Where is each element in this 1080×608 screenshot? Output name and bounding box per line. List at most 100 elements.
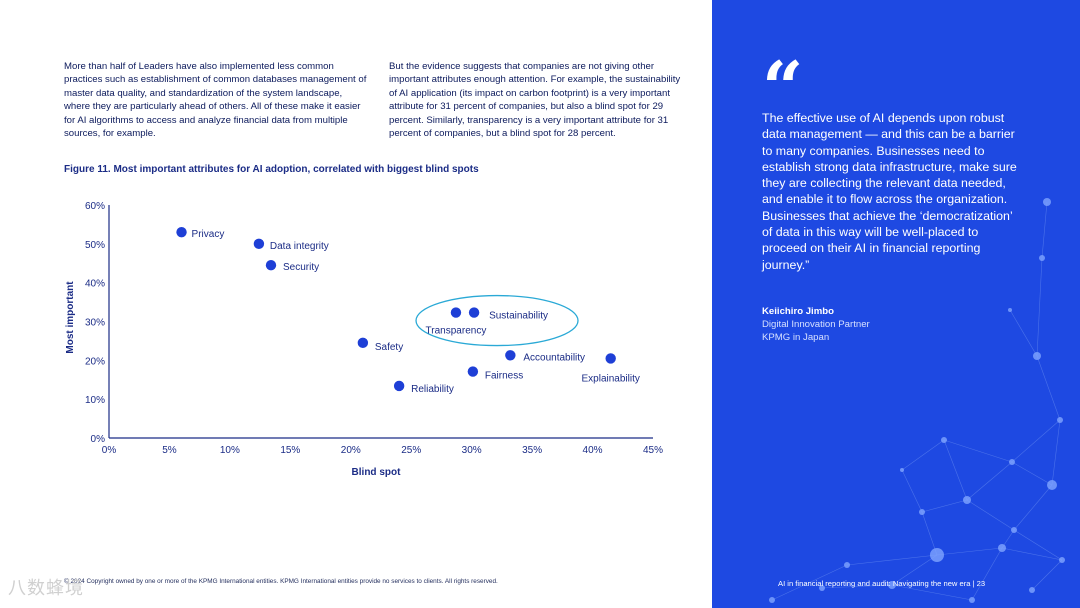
- data-point: [505, 350, 516, 361]
- data-point: [605, 353, 616, 364]
- network-edge: [1036, 355, 1061, 421]
- network-edge: [1031, 559, 1063, 591]
- network-edge: [936, 547, 1003, 556]
- figure-title: Figure 11. Most important attributes for…: [64, 164, 479, 175]
- network-node: [1011, 527, 1017, 533]
- copyright-footer: © 2024 Copyright owned by one or more of…: [64, 578, 498, 585]
- x-tick-label: 5%: [162, 445, 177, 456]
- network-edge: [891, 584, 973, 601]
- right-body-paragraph: But the evidence suggests that companies…: [389, 61, 681, 140]
- x-tick-label: 10%: [220, 445, 240, 456]
- network-edge: [966, 461, 1013, 501]
- x-tick-label: 25%: [401, 445, 421, 456]
- network-edge: [921, 499, 968, 513]
- quote-panel: “ The effective use of AI depends upon r…: [712, 0, 1080, 608]
- author-title: Digital Innovation Partner: [762, 318, 870, 330]
- data-point-label: Privacy: [192, 229, 225, 240]
- network-edge: [901, 469, 923, 513]
- data-point: [265, 259, 277, 271]
- network-node: [900, 468, 904, 472]
- network-node: [844, 562, 850, 568]
- network-node: [1008, 308, 1012, 312]
- data-point-label: Fairness: [485, 371, 523, 382]
- scatter-chart: 0% 5% 10% 15% 20% 25% 30% 35% 40% 45% 0% 10% 20% 30% 4…: [65, 201, 663, 478]
- x-tick-label: 15%: [280, 445, 300, 456]
- x-tick-label: 20%: [341, 445, 361, 456]
- y-axis-title: Most important: [65, 281, 76, 354]
- network-edge: [943, 439, 968, 501]
- data-point-label: Reliability: [411, 384, 454, 395]
- network-edge: [1051, 419, 1061, 486]
- network-edge: [943, 439, 1013, 463]
- network-edge: [846, 554, 938, 566]
- data-point: [393, 380, 405, 392]
- network-edge: [971, 547, 1003, 601]
- x-axis-title: Blind spot: [352, 467, 402, 478]
- data-point: [176, 226, 187, 238]
- y-tick-label: 30%: [85, 318, 105, 329]
- network-edge: [1036, 257, 1043, 357]
- data-point-label: Accountability: [523, 352, 585, 363]
- data-point: [450, 307, 462, 318]
- network-edge: [1001, 547, 1063, 561]
- network-edge: [1011, 461, 1053, 486]
- data-point-label: Data integrity: [270, 241, 329, 252]
- data-point-label: Transparency: [426, 326, 487, 337]
- quote-mark-icon: “: [762, 45, 804, 130]
- author-organization: KPMG in Japan: [762, 331, 830, 343]
- y-tick-label: 20%: [85, 356, 105, 367]
- network-node: [888, 581, 896, 589]
- highlight-ellipse: [415, 294, 579, 347]
- y-tick-label: 60%: [85, 201, 105, 212]
- network-node: [998, 544, 1006, 552]
- data-point-label: Security: [283, 262, 319, 273]
- data-point: [357, 337, 369, 349]
- y-tick-label: 10%: [85, 395, 105, 406]
- network-edge: [1011, 419, 1061, 463]
- network-node: [930, 548, 944, 562]
- x-tick-label: 40%: [583, 445, 603, 456]
- author-name: Keiichiro Jimbo: [762, 306, 834, 317]
- network-edge: [1013, 484, 1053, 531]
- network-edge: [891, 554, 938, 586]
- network-node: [1047, 480, 1057, 490]
- network-edge: [1041, 201, 1048, 259]
- y-tick-label: 40%: [85, 279, 105, 290]
- data-point: [467, 366, 479, 377]
- network-edge: [1009, 309, 1038, 357]
- data-point-label: Safety: [375, 342, 403, 353]
- data-point-label: Sustainability: [489, 311, 548, 322]
- data-point: [468, 307, 480, 318]
- network-node: [1039, 255, 1045, 261]
- network-edge: [901, 439, 945, 471]
- y-tick-label: 0%: [91, 434, 106, 445]
- x-tick-label: 0%: [102, 445, 117, 456]
- network-node: [963, 496, 971, 504]
- quote-author: Keiichiro Jimbo Digital Innovation Partn…: [762, 306, 870, 344]
- network-node: [1029, 587, 1035, 593]
- network-node: [919, 509, 925, 515]
- page-footer-title: AI in financial reporting and audit: Nav…: [778, 579, 986, 588]
- network-node: [769, 597, 775, 603]
- network-edge: [821, 584, 893, 589]
- network-background-graphic: [769, 198, 1065, 603]
- y-tick-label: 50%: [85, 240, 105, 251]
- x-tick-label: 35%: [522, 445, 542, 456]
- network-edge: [1013, 529, 1063, 561]
- network-node: [819, 585, 825, 591]
- network-node: [969, 597, 975, 603]
- quote-text: The effective use of AI depends upon rob…: [762, 111, 1017, 272]
- x-tick-label: 30%: [462, 445, 482, 456]
- network-node: [1057, 417, 1063, 423]
- network-edge: [921, 511, 938, 556]
- network-node: [1009, 459, 1015, 465]
- network-node: [941, 437, 947, 443]
- left-body-paragraph: More than half of Leaders have also impl…: [64, 61, 367, 140]
- network-node: [1033, 352, 1041, 360]
- network-node: [1059, 557, 1065, 563]
- network-edge: [966, 499, 1015, 531]
- network-edge: [771, 564, 848, 601]
- x-tick-label: 45%: [643, 445, 663, 456]
- data-point: [253, 238, 265, 250]
